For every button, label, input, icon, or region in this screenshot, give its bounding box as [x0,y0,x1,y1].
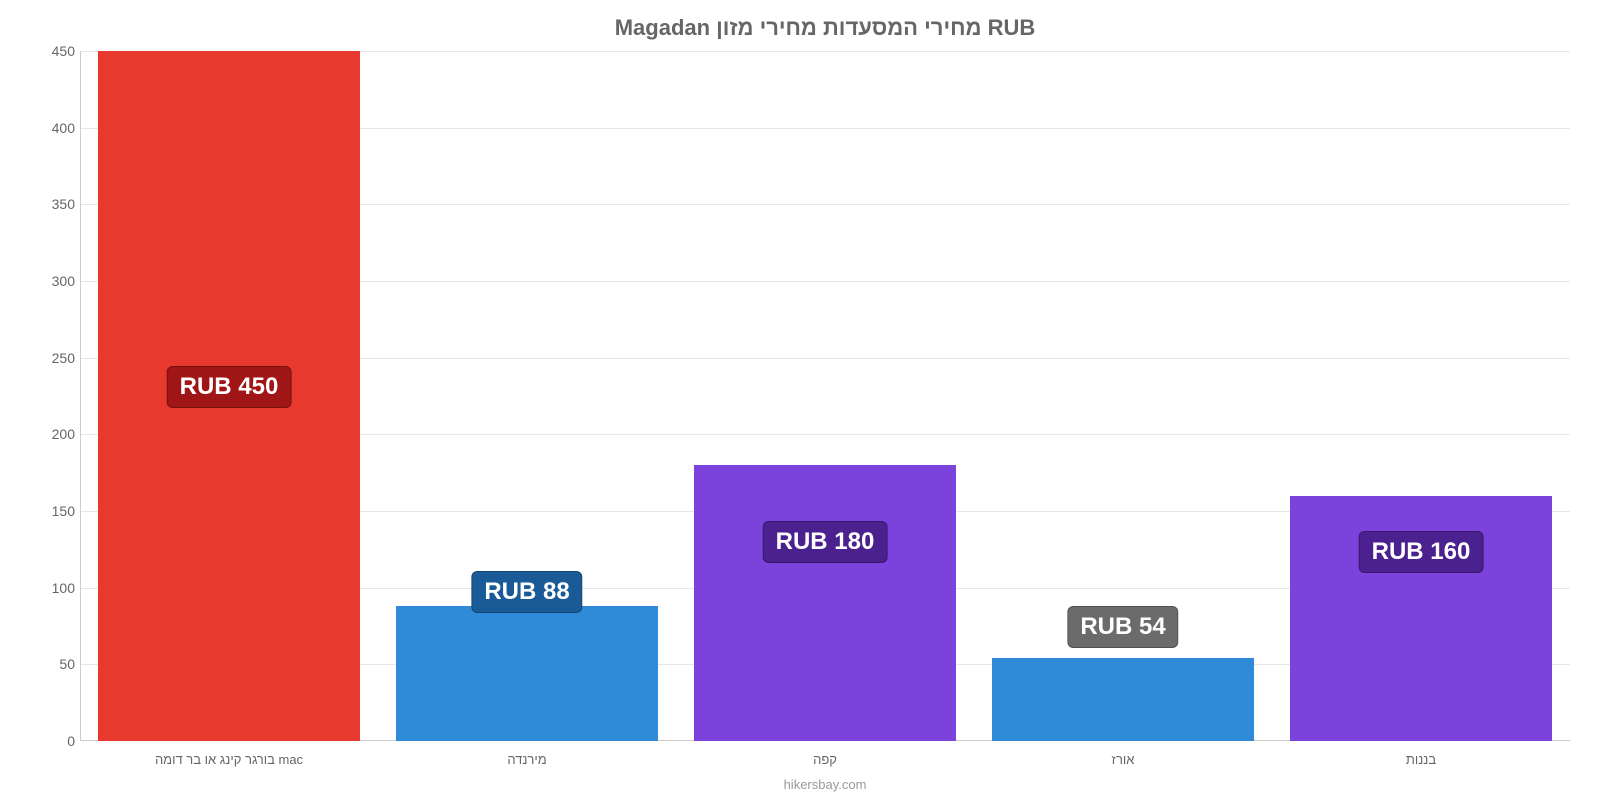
y-tick: 250 [25,350,75,366]
bar [694,465,956,741]
y-tick: 100 [25,580,75,596]
y-tick: 300 [25,273,75,289]
y-axis: 050100150200250300350400450 [25,51,75,741]
bar-column: RUB 160 [1272,51,1570,741]
y-tick: 0 [25,733,75,749]
bar-column: RUB 450 [80,51,378,741]
value-badge: RUB 450 [167,366,292,408]
plot-area: 050100150200250300350400450 RUB 450RUB 8… [80,51,1570,741]
x-label: מירנדה [378,752,676,767]
y-tick: 400 [25,120,75,136]
chart-title: Magadan מחירי המסעדות מחירי מזון RUB [80,15,1570,41]
y-tick: 200 [25,426,75,442]
value-badge: RUB 54 [1067,606,1178,648]
x-label: בורגר קינג או בר דומה mac [80,752,378,767]
bars-container: RUB 450 RUB 88 RUB 180 RUB 54 RUB 160 [80,51,1570,741]
y-tick: 50 [25,656,75,672]
x-label: קפה [676,752,974,767]
value-badge: RUB 88 [471,571,582,613]
y-tick: 350 [25,196,75,212]
y-tick: 150 [25,503,75,519]
bar-column: RUB 88 [378,51,676,741]
y-tick: 450 [25,43,75,59]
bar [992,658,1254,741]
value-badge: RUB 160 [1359,531,1484,573]
x-axis: בורגר קינג או בר דומה macמירנדהקפהאורזבנ… [80,752,1570,767]
chart-footer: hikersbay.com [80,777,1570,792]
bar-column: RUB 54 [974,51,1272,741]
bar [396,606,658,741]
value-badge: RUB 180 [763,521,888,563]
price-bar-chart: Magadan מחירי המסעדות מחירי מזון RUB 050… [0,0,1600,800]
bar-column: RUB 180 [676,51,974,741]
x-label: בננות [1272,752,1570,767]
x-label: אורז [974,752,1272,767]
